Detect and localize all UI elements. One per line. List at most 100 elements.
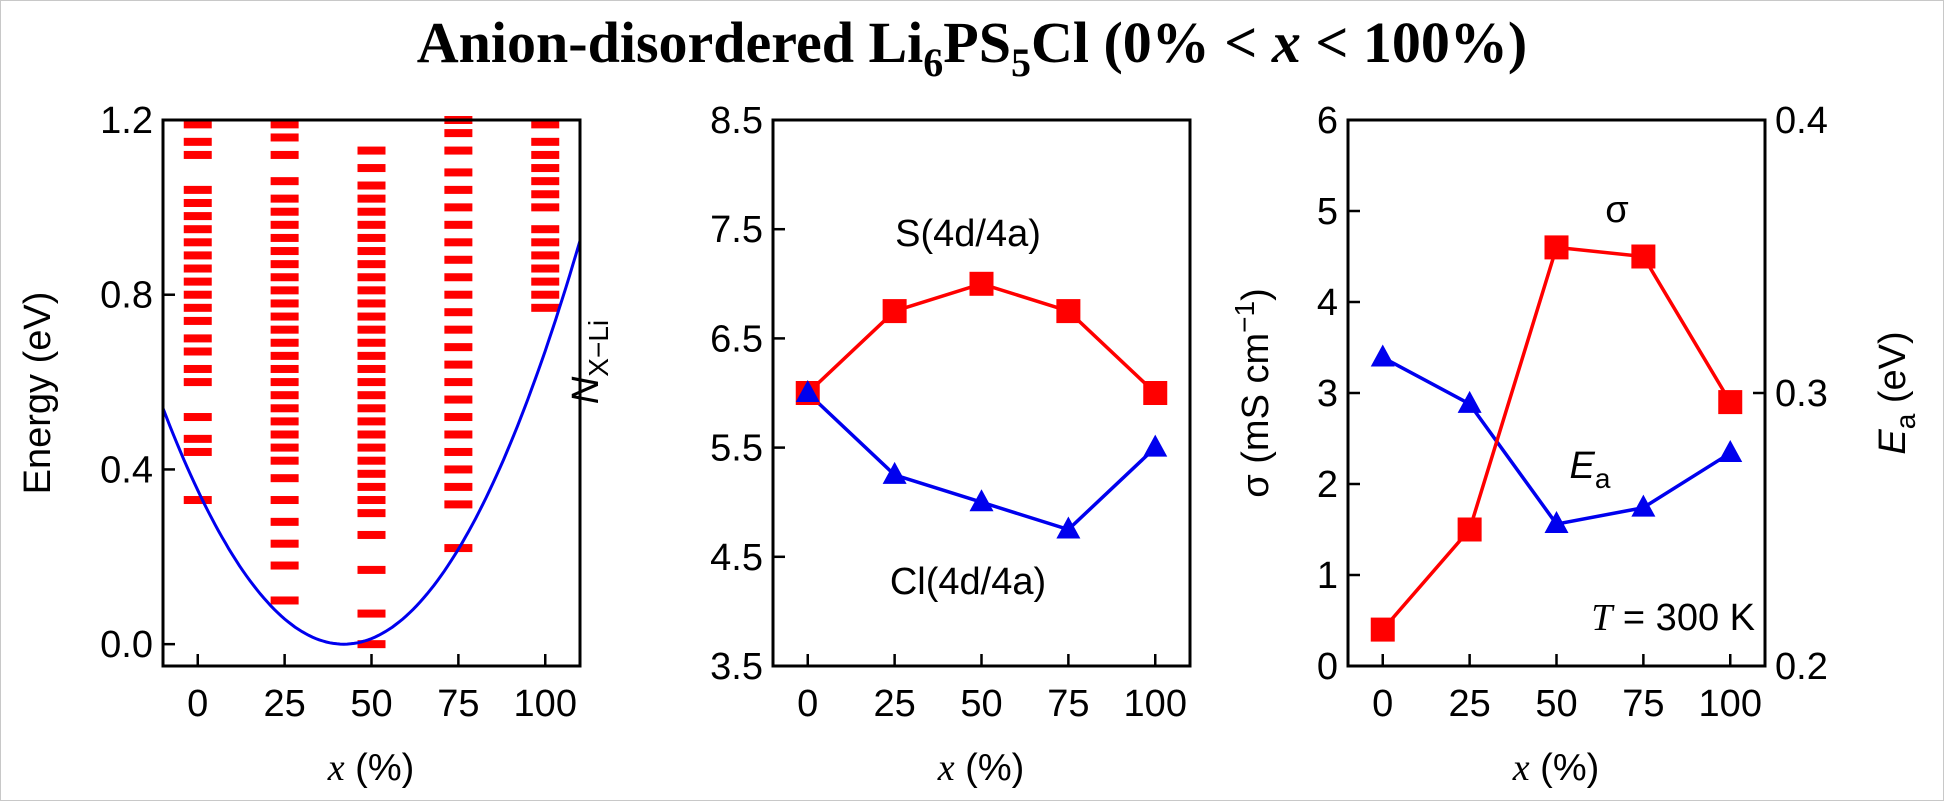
energy-level-bar [270,177,299,186]
energy-level-bar [444,220,473,229]
conductivity-left-ylabel: σ (mS cm−1) [1229,288,1277,497]
conductivity-right-ytick-label: 0.3 [1775,373,1828,415]
conductivity-left-ytick-label: 1 [1317,555,1338,597]
energy-level-bar [270,561,299,570]
energy-level-bar [357,207,386,216]
energy-level-bar [444,185,473,194]
energy-level-bar [531,225,560,234]
energy-level-bar [270,247,299,256]
energy-level-bar [183,334,212,343]
energy-level-bar [444,343,473,352]
energy-level-bar [270,496,299,505]
energy-xtick-label: 75 [437,683,479,725]
temperature-annotation: T = 300 K [1591,597,1755,639]
energy-level-bar [357,299,386,308]
energy-level-bar [444,203,473,212]
energy-level-bar [357,220,386,229]
conductivity-left-ytick-label: 2 [1317,464,1338,506]
legend-cl-label: Cl(4d/4a) [890,561,1046,603]
energy-xtick-label: 25 [263,683,305,725]
sigma-point [1631,244,1656,269]
energy-level-bar [270,351,299,360]
energy-level-bar [270,312,299,321]
energy-level-bar [357,609,386,618]
coordination-ylabel: NX−Li [565,320,614,404]
energy-level-bar [357,443,386,452]
energy-level-bar [444,168,473,177]
energy-level-bar [270,364,299,373]
energy-level-bar [357,286,386,295]
energy-level-bar [183,496,212,505]
energy-level-bar [444,325,473,334]
energy-level-bar [357,378,386,387]
coordination-point-square [1143,381,1168,405]
energy-level-bar [270,220,299,229]
energy-level-bar [444,129,473,138]
energy-level-bar [357,530,386,539]
energy-level-bar [270,456,299,465]
energy-level-bar [183,277,212,286]
energy-level-bar [531,290,560,299]
energy-level-bar [531,264,560,273]
ea-series-label: Ea [1570,445,1611,494]
conductivity-xtick-label: 75 [1622,683,1664,725]
energy-level-bar [357,194,386,203]
energy-level-bar [357,364,386,373]
coordination-point-triangle [1056,516,1081,539]
energy-level-bar [183,225,212,234]
energy-ytick-label: 1.2 [100,100,153,142]
conductivity-left-ytick-label: 6 [1317,100,1338,142]
energy-level-bar [444,273,473,282]
energy-level-bar [444,447,473,456]
energy-level-bar [444,255,473,264]
coordination-xtick-label: 100 [1124,683,1187,725]
coordination-xtick-label: 75 [1047,683,1089,725]
energy-level-bar [531,277,560,286]
energy-level-bar [357,312,386,321]
coordination-panel: 0 25 50 75 100 3.5 4.5 5.5 6.5 7.5 8.5 NX−Li x (%)… [565,100,1192,789]
energy-level-bar [183,447,212,456]
energy-level-bar [270,233,299,242]
coordination-ytick-label: 7.5 [710,209,763,251]
coordination-point-triangle [969,489,994,512]
energy-level-bar [531,251,560,260]
conductivity-xtick-label: 100 [1699,683,1762,725]
energy-level-bar [444,146,473,155]
conductivity-left-ytick-label: 4 [1317,282,1338,324]
conductivity-xlabel: x (%) [1512,747,1600,789]
energy-level-bar [183,290,212,299]
energy-xtick-label: 100 [514,683,577,725]
energy-ytick-label: 0.8 [100,275,153,317]
energy-level-bar [270,474,299,483]
energy-level-bar [531,238,560,247]
coordination-point-square [969,271,994,296]
conductivity-left-ytick-label: 3 [1317,373,1338,415]
energy-level-bar [270,273,299,282]
energy-level-bar [444,238,473,247]
energy-level-bar [531,177,560,186]
energy-level-bar [183,150,212,159]
energy-level-bar [183,378,212,387]
energy-level-bar [357,565,386,574]
energy-level-bar [357,482,386,491]
ea-point [1370,344,1395,367]
energy-level-bar [270,325,299,334]
energy-level-bar [531,150,560,159]
energy-level-bar [183,413,212,422]
coordination-xtick-label: 0 [797,683,818,725]
energy-level-bar [270,207,299,216]
conductivity-panel: 0 25 50 75 100 0 1 2 3 4 5 6 0.2 0.3 0.4 σ (mS cm−1) E… [1229,100,1921,789]
coordination-xlabel: x (%) [937,747,1025,789]
energy-level-bar [357,509,386,518]
conductivity-xtick-label: 25 [1448,683,1490,725]
coordination-point-square [882,299,907,324]
coordination-ytick-label: 5.5 [710,428,763,470]
energy-level-bar [270,539,299,548]
energy-level-bar [357,456,386,465]
energy-level-bar [531,190,560,199]
energy-level-bar [270,517,299,526]
conductivity-right-ytick-label: 0.4 [1775,100,1828,142]
energy-level-bar [183,434,212,443]
energy-level-bar [357,260,386,269]
energy-level-bar [357,417,386,426]
